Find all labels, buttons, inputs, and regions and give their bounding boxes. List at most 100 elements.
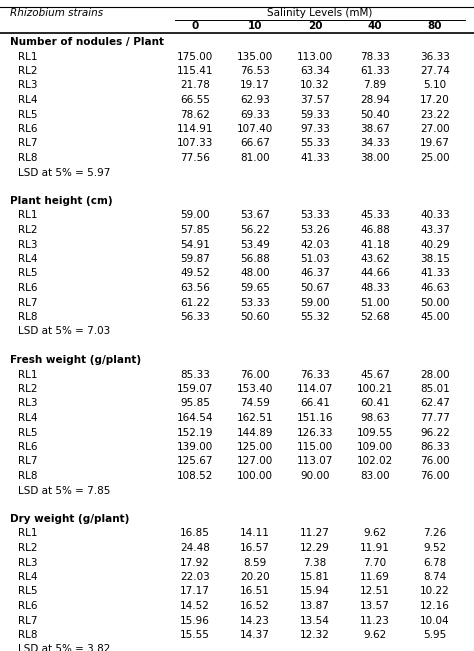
- Text: 11.27: 11.27: [300, 529, 330, 538]
- Text: 55.33: 55.33: [300, 139, 330, 148]
- Text: 7.26: 7.26: [423, 529, 447, 538]
- Text: 28.94: 28.94: [360, 95, 390, 105]
- Text: 11.23: 11.23: [360, 615, 390, 626]
- Text: 19.17: 19.17: [240, 81, 270, 90]
- Text: 85.33: 85.33: [180, 370, 210, 380]
- Text: 25.00: 25.00: [420, 153, 450, 163]
- Text: 44.66: 44.66: [360, 268, 390, 279]
- Text: 13.57: 13.57: [360, 601, 390, 611]
- Text: RL6: RL6: [18, 283, 37, 293]
- Text: 6.78: 6.78: [423, 557, 447, 568]
- Text: Number of nodules / Plant: Number of nodules / Plant: [10, 37, 164, 47]
- Text: 76.00: 76.00: [420, 456, 450, 467]
- Text: 27.74: 27.74: [420, 66, 450, 76]
- Text: 54.91: 54.91: [180, 240, 210, 249]
- Text: RL7: RL7: [18, 615, 37, 626]
- Text: RL3: RL3: [18, 81, 37, 90]
- Text: RL8: RL8: [18, 630, 37, 640]
- Text: RL5: RL5: [18, 268, 37, 279]
- Text: 14.11: 14.11: [240, 529, 270, 538]
- Text: 16.57: 16.57: [240, 543, 270, 553]
- Text: 83.00: 83.00: [360, 471, 390, 481]
- Text: 46.37: 46.37: [300, 268, 330, 279]
- Text: 78.62: 78.62: [180, 109, 210, 120]
- Text: 8.74: 8.74: [423, 572, 447, 582]
- Text: 13.54: 13.54: [300, 615, 330, 626]
- Text: 8.59: 8.59: [243, 557, 266, 568]
- Text: 11.69: 11.69: [360, 572, 390, 582]
- Text: 85.01: 85.01: [420, 384, 450, 394]
- Text: 109.55: 109.55: [357, 428, 393, 437]
- Text: 41.33: 41.33: [300, 153, 330, 163]
- Text: 52.68: 52.68: [360, 312, 390, 322]
- Text: 38.15: 38.15: [420, 254, 450, 264]
- Text: 20.20: 20.20: [240, 572, 270, 582]
- Text: 17.17: 17.17: [180, 587, 210, 596]
- Text: 10.32: 10.32: [300, 81, 330, 90]
- Text: 15.81: 15.81: [300, 572, 330, 582]
- Text: 125.67: 125.67: [177, 456, 213, 467]
- Text: 43.37: 43.37: [420, 225, 450, 235]
- Text: 15.55: 15.55: [180, 630, 210, 640]
- Text: 59.65: 59.65: [240, 283, 270, 293]
- Text: 37.57: 37.57: [300, 95, 330, 105]
- Text: RL6: RL6: [18, 124, 37, 134]
- Text: 10.04: 10.04: [420, 615, 450, 626]
- Text: 27.00: 27.00: [420, 124, 450, 134]
- Text: 175.00: 175.00: [177, 51, 213, 61]
- Text: 62.47: 62.47: [420, 398, 450, 408]
- Text: 66.55: 66.55: [180, 95, 210, 105]
- Text: 9.62: 9.62: [364, 529, 387, 538]
- Text: RL8: RL8: [18, 312, 37, 322]
- Text: 153.40: 153.40: [237, 384, 273, 394]
- Text: 61.33: 61.33: [360, 66, 390, 76]
- Text: RL5: RL5: [18, 428, 37, 437]
- Text: 10.22: 10.22: [420, 587, 450, 596]
- Text: 16.51: 16.51: [240, 587, 270, 596]
- Text: 11.91: 11.91: [360, 543, 390, 553]
- Text: RL4: RL4: [18, 95, 37, 105]
- Text: 80: 80: [428, 21, 442, 31]
- Text: 81.00: 81.00: [240, 153, 270, 163]
- Text: 45.67: 45.67: [360, 370, 390, 380]
- Text: 14.37: 14.37: [240, 630, 270, 640]
- Text: 56.22: 56.22: [240, 225, 270, 235]
- Text: 61.22: 61.22: [180, 298, 210, 307]
- Text: 40.33: 40.33: [420, 210, 450, 221]
- Text: 59.00: 59.00: [180, 210, 210, 221]
- Text: RL8: RL8: [18, 153, 37, 163]
- Text: RL1: RL1: [18, 210, 37, 221]
- Text: RL2: RL2: [18, 66, 37, 76]
- Text: RL8: RL8: [18, 471, 37, 481]
- Text: 41.33: 41.33: [420, 268, 450, 279]
- Text: RL2: RL2: [18, 543, 37, 553]
- Text: 139.00: 139.00: [177, 442, 213, 452]
- Text: 5.10: 5.10: [423, 81, 447, 90]
- Text: 38.00: 38.00: [360, 153, 390, 163]
- Text: 48.33: 48.33: [360, 283, 390, 293]
- Text: 19.67: 19.67: [420, 139, 450, 148]
- Text: Dry weight (g/plant): Dry weight (g/plant): [10, 514, 129, 524]
- Text: 100.21: 100.21: [357, 384, 393, 394]
- Text: 108.52: 108.52: [177, 471, 213, 481]
- Text: RL7: RL7: [18, 456, 37, 467]
- Text: 41.18: 41.18: [360, 240, 390, 249]
- Text: 86.33: 86.33: [420, 442, 450, 452]
- Text: 46.63: 46.63: [420, 283, 450, 293]
- Text: RL1: RL1: [18, 529, 37, 538]
- Text: 107.33: 107.33: [177, 139, 213, 148]
- Text: 59.87: 59.87: [180, 254, 210, 264]
- Text: RL7: RL7: [18, 139, 37, 148]
- Text: 76.53: 76.53: [240, 66, 270, 76]
- Text: 152.19: 152.19: [177, 428, 213, 437]
- Text: 56.88: 56.88: [240, 254, 270, 264]
- Text: 21.78: 21.78: [180, 81, 210, 90]
- Text: 16.52: 16.52: [240, 601, 270, 611]
- Text: 77.77: 77.77: [420, 413, 450, 423]
- Text: 12.32: 12.32: [300, 630, 330, 640]
- Text: 126.33: 126.33: [297, 428, 333, 437]
- Text: 63.56: 63.56: [180, 283, 210, 293]
- Text: 22.03: 22.03: [180, 572, 210, 582]
- Text: RL3: RL3: [18, 398, 37, 408]
- Text: 55.32: 55.32: [300, 312, 330, 322]
